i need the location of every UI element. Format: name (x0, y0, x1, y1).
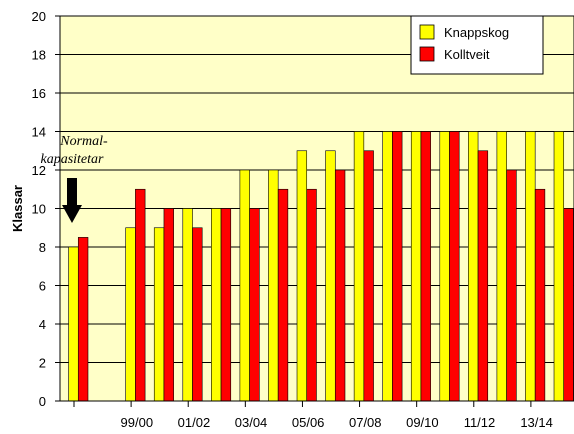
annotation-line-1: Normal- (59, 134, 108, 149)
x-tick-label: 01/02 (178, 415, 211, 430)
x-tick-label: 13/14 (520, 415, 553, 430)
bar-knappskog-3 (153, 227, 165, 402)
bar-knappskog-15 (496, 131, 507, 402)
bar-knappskog-13 (439, 131, 450, 402)
legend-swatch-knappskog (419, 24, 435, 40)
legend-label-knappskog: Knappskog (444, 25, 509, 40)
axes (55, 15, 574, 407)
x-tick-label: 11/12 (464, 415, 496, 430)
bar-kolltveit-11 (392, 131, 403, 402)
normal-capacity-annotation: Normal- kapasitetar (40, 134, 108, 223)
bar-kolltveit-15 (506, 169, 517, 402)
bar-kolltveit-14 (477, 150, 489, 402)
legend-swatch-kolltveit (419, 46, 435, 62)
bar-kolltveit-10 (363, 150, 374, 402)
x-tick-labels: 99/00 01/02 03/04 05/06 07/08 09/10 11/12 13/14 (121, 415, 553, 430)
annotation-line-2: kapasitetar (40, 152, 104, 167)
legend: Knappskog Kolltveit (410, 15, 544, 75)
legend-label-kolltveit: Kolltveit (444, 47, 490, 62)
bar-knappskog-16 (525, 131, 536, 402)
y-tick-label: 12 (32, 163, 46, 178)
x-tick-label: 09/10 (406, 415, 439, 430)
bar-kolltveit-4 (192, 227, 203, 402)
bar-knappskog-14 (468, 131, 479, 402)
bar-kolltveit-17 (563, 208, 574, 402)
bar-kolltveit-12 (420, 131, 431, 402)
y-axis-title: Klassar (10, 185, 25, 232)
y-tick-label: 16 (32, 86, 46, 101)
y-tick-label: 2 (39, 356, 46, 371)
y-tick-label: 4 (39, 317, 46, 332)
bar-kolltveit-6 (249, 208, 260, 402)
y-tick-label: 0 (39, 394, 46, 409)
down-arrow-icon (61, 178, 82, 223)
bar-kolltveit-13 (449, 131, 460, 402)
bar-kolltveit-16 (534, 188, 546, 402)
bar-kolltveit-2 (135, 188, 146, 402)
bar-kolltveit-5 (220, 208, 232, 402)
bar-knappskog-11 (382, 131, 393, 402)
bar-knappskog-2 (125, 227, 136, 402)
bar-knappskog-6 (239, 169, 250, 402)
bar-knappskog-4 (182, 208, 193, 402)
x-tick-label: 05/06 (292, 415, 325, 430)
y-tick-label: 8 (39, 240, 46, 255)
y-tick-label: 18 (32, 48, 46, 63)
bar-kolltveit-0 (77, 237, 89, 402)
bar-knappskog-17 (553, 131, 565, 402)
x-tick-label: 99/00 (121, 415, 154, 430)
y-tick-label: 14 (32, 125, 46, 140)
bar-kolltveit-8 (306, 188, 317, 402)
bar-knappskog-10 (353, 131, 365, 402)
y-tick-label: 20 (32, 9, 46, 24)
bar-knappskog-0 (68, 246, 79, 402)
bar-knappskog-12 (410, 131, 422, 402)
bar-kolltveit-3 (163, 208, 174, 402)
y-tick-label: 10 (32, 202, 46, 217)
x-tick-label: 03/04 (235, 415, 268, 430)
bar-knappskog-9 (325, 150, 336, 402)
y-tick-labels: 0 2 4 6 8 10 12 14 16 18 20 (32, 9, 46, 409)
bar-knappskog-5 (211, 208, 222, 402)
y-tick-label: 6 (39, 279, 46, 294)
bar-kolltveit-7 (277, 188, 289, 402)
bar-knappskog-7 (268, 169, 279, 402)
x-tick-label: 07/08 (349, 415, 382, 430)
bar-kolltveit-9 (334, 169, 346, 402)
bar-knappskog-8 (296, 150, 308, 402)
